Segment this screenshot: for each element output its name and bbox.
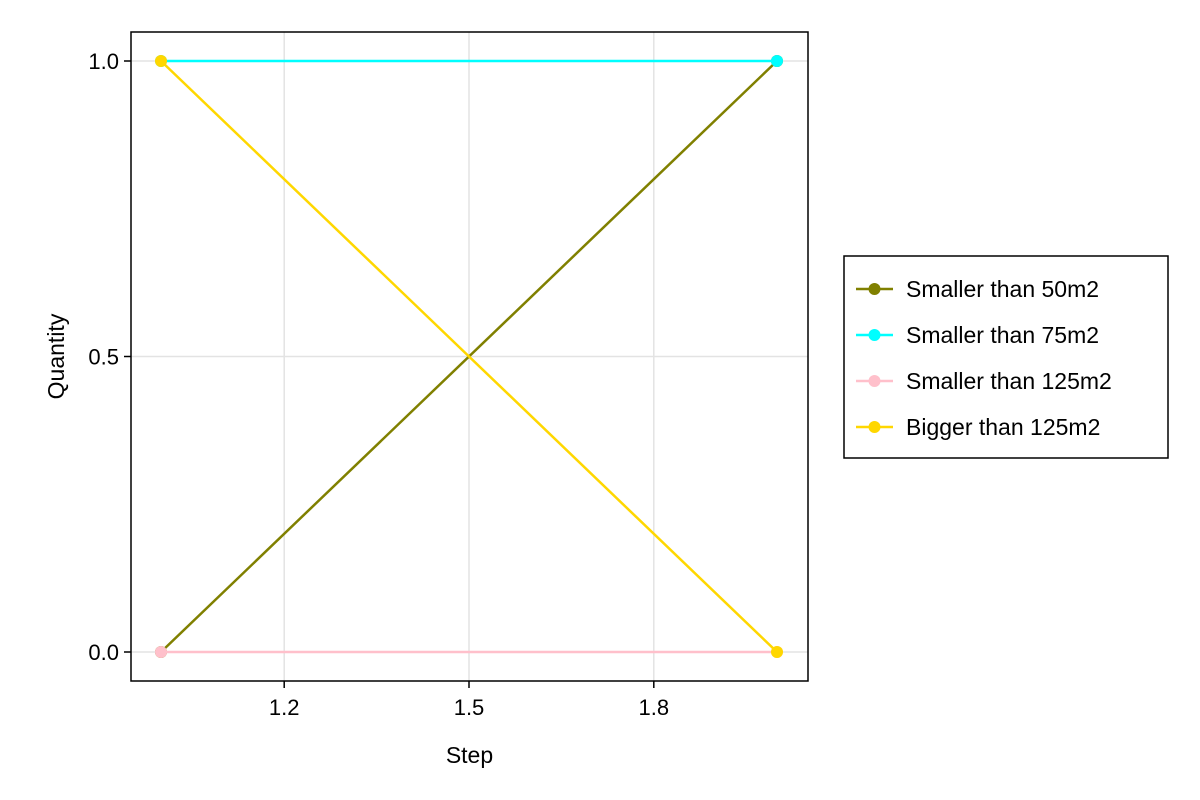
legend: Smaller than 50m2 Smaller than 75m2 Smalle… xyxy=(843,255,1169,459)
data-point xyxy=(155,55,167,67)
x-tick-label: 1.2 xyxy=(269,695,300,720)
data-point xyxy=(771,646,783,658)
legend-label: Smaller than 75m2 xyxy=(906,322,1099,348)
x-tick-label: 1.8 xyxy=(639,695,670,720)
legend-swatch-marker xyxy=(868,421,881,433)
series-line xyxy=(160,60,778,653)
legend-swatch-marker xyxy=(868,375,881,387)
legend-swatch-marker xyxy=(868,283,881,295)
x-tick-label: 1.5 xyxy=(454,695,485,720)
legend-item: Bigger than 125m2 xyxy=(856,414,1100,440)
data-point xyxy=(771,55,783,67)
y-tick-label: 0.5 xyxy=(88,345,119,370)
legend-item: Smaller than 75m2 xyxy=(856,322,1099,348)
y-tick-label: 1.0 xyxy=(88,49,119,74)
legend-item: Smaller than 125m2 xyxy=(856,368,1112,394)
y-tick-label: 0.0 xyxy=(88,640,119,665)
series-3 xyxy=(155,55,783,658)
legend-swatch-marker xyxy=(868,329,881,341)
y-axis-title: Quantity xyxy=(43,313,69,399)
x-axis-title: Step xyxy=(446,742,493,768)
legend-label: Smaller than 125m2 xyxy=(906,368,1112,394)
axis-ticks: 1.2 1.5 1.8 0.0 0.5 1.0 xyxy=(88,49,669,720)
legend-item: Smaller than 50m2 xyxy=(856,276,1099,302)
data-point xyxy=(155,646,167,658)
legend-box xyxy=(843,255,1169,459)
series-lines xyxy=(155,55,783,658)
legend-label: Smaller than 50m2 xyxy=(906,276,1099,302)
legend-label: Bigger than 125m2 xyxy=(906,414,1100,440)
